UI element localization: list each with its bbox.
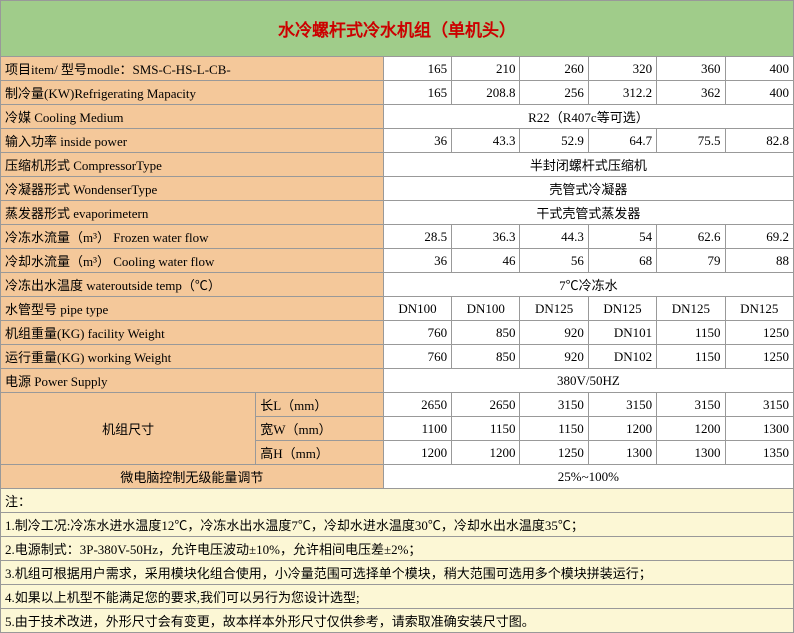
table-row: 水管型号 pipe typeDN100DN100DN125DN125DN125D… [1, 297, 794, 321]
table-row: 制冷量(KW)Refrigerating Mapacity165208.8256… [1, 81, 794, 105]
table-row: 冷媒 Cooling MediumR22（R407c等可选） [1, 105, 794, 129]
title-row: 水冷螺杆式冷水机组（单机头） [1, 1, 794, 57]
table-row: 输入功率 inside power3643.352.964.775.582.8 [1, 129, 794, 153]
table-row: 冷却水流量（m³） Cooling water flow364656687988 [1, 249, 794, 273]
notes-header: 注： [1, 489, 794, 513]
note-row: 4.如果以上机型不能满足您的要求,我们可以另行为您设计选型; [1, 585, 794, 609]
micro-row: 微电脑控制无级能量调节25%~100% [1, 465, 794, 489]
dim-row: 机组尺寸长L（mm）265026503150315031503150 [1, 393, 794, 417]
table-row: 蒸发器形式 evaporimetern干式壳管式蒸发器 [1, 201, 794, 225]
table-row: 运行重量(KG) working Weight760850920DN102115… [1, 345, 794, 369]
dim-label: 机组尺寸 [1, 393, 256, 465]
table-row: 机组重量(KG) facility Weight760850920DN10111… [1, 321, 794, 345]
note-row: 3.机组可根据用户需求，采用模块化组合使用，小冷量范围可选择单个模块，稍大范围可… [1, 561, 794, 585]
note-row: 2.电源制式：3P-380V-50Hz，允许电压波动±10%，允许相间电压差±2… [1, 537, 794, 561]
table-row: 电源 Power Supply380V/50HZ [1, 369, 794, 393]
note-row: 5.由于技术改进，外形尺寸会有变更，故本样本外形尺寸仅供参考，请索取准确安装尺寸… [1, 609, 794, 633]
table-row: 压缩机形式 CompressorType半封闭螺杆式压缩机 [1, 153, 794, 177]
note-row: 1.制冷工况:冷冻水进水温度12℃，冷冻水出水温度7℃，冷却水进水温度30℃，冷… [1, 513, 794, 537]
spec-table: 水冷螺杆式冷水机组（单机头）项目item/ 型号modle：SMS-C-HS-L… [0, 0, 794, 633]
table-row: 项目item/ 型号modle：SMS-C-HS-L-CB-1652102603… [1, 57, 794, 81]
table-row: 冷冻出水温度 wateroutside temp（℃）7℃冷冻水 [1, 273, 794, 297]
table-row: 冷冻水流量（m³） Frozen water flow28.536.344.35… [1, 225, 794, 249]
table-row: 冷凝器形式 WondenserType壳管式冷凝器 [1, 177, 794, 201]
